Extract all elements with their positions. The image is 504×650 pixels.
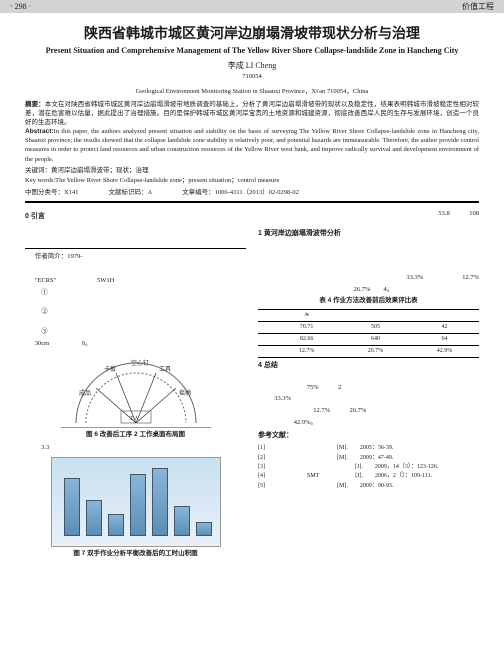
journal-name: 价值工程 [462, 1, 494, 12]
svg-text:工人: 工人 [129, 416, 139, 422]
ref-item: [5] [M]. 2009：90-93. [258, 482, 479, 490]
header-bar: · 298 · 价值工程 [0, 0, 504, 13]
section-1: 1 黄河岸边崩塌滑波带分析 [258, 229, 479, 240]
classification-row: 中图分类号：X141 文献标识码：A 文章编号：1006-4311（2013）0… [25, 186, 479, 196]
svg-text:工具: 工具 [159, 366, 171, 373]
abstract-cn: 摘要：本文在对陕西省韩城市城区黄河岸边崩塌滑坡带地质调查的基础上，分析了黄河岸边… [25, 100, 479, 127]
svg-text:摇柄: 摇柄 [179, 389, 191, 397]
bar-chart [51, 457, 221, 547]
ref-item: [4] SMT [J]. 2006，2（）：109-111. [258, 472, 479, 480]
table4-caption: 表 4 作业方法改善前后效果评比表 [258, 296, 479, 306]
svg-text:空心钉: 空心钉 [131, 359, 149, 367]
fig7-caption: 图 7 双手作业分析平衡改善后的工时山积图 [25, 549, 246, 559]
keywords-cn: 关键词：黄河岸边崩塌滑波带；现状；治理 [25, 164, 479, 174]
ref-item: [3] [J]. 2009，14（3）：123-126. [258, 463, 479, 471]
title-cn: 陕西省韩城市城区黄河岸边崩塌滑坡带现状分析与治理 [20, 23, 484, 43]
ref-item: [1] [M]. 2005：36-39. [258, 444, 479, 452]
affiliation-en: Geological Environment Monitoring Statio… [0, 85, 504, 95]
svg-text:卡板: 卡板 [104, 365, 116, 373]
section-4: 4 总结 [258, 361, 479, 372]
references-label: 参考文献： [258, 431, 479, 442]
figure-7: 图 7 双手作业分析平衡改善后的工时山积图 [25, 457, 246, 559]
section-0: 0 引言 [25, 212, 246, 223]
fig6-caption: 图 6 改善后工序 2 工作桌面布局图 [25, 430, 246, 440]
gauge-label: 成品 [79, 389, 91, 397]
right-column: 53.8 108 1 黄河岸边崩塌滑波带分析 33.3% 12.7% 26.7%… [258, 209, 479, 563]
table-4: /s 70.7150542 82.6664064 12.7%26.7%42.9% [258, 309, 479, 358]
ecrs-label: "ECRS" [35, 277, 57, 284]
author-intro: 作者简介：1979- [25, 252, 246, 262]
figure-6: 成品 卡板 空心钉 工具 摇柄 工人 图 6 改善后工序 2 工作桌面布局图 [25, 353, 246, 440]
page-number: · 298 · [10, 2, 31, 11]
references: [1] [M]. 2005：36-39. [2] [M]. 2009：47-49… [258, 444, 479, 490]
keywords-en: Key words:The Yellow River Shore Collaps… [25, 174, 479, 184]
left-column: 0 引言 作者简介：1979- "ECRS" 5W1H ① ② ③ 30cm 0… [25, 209, 246, 563]
abstract-en: Abstract:In this paper, the authors anal… [25, 127, 479, 163]
author: 李成 LI Cheng [0, 60, 504, 71]
divider-icon [25, 201, 479, 203]
title-en: Present Situation and Comprehensive Mana… [30, 46, 474, 55]
affiliation-cn: 710054 [0, 73, 504, 80]
ref-item: [2] [M]. 2009：47-49. [258, 454, 479, 462]
